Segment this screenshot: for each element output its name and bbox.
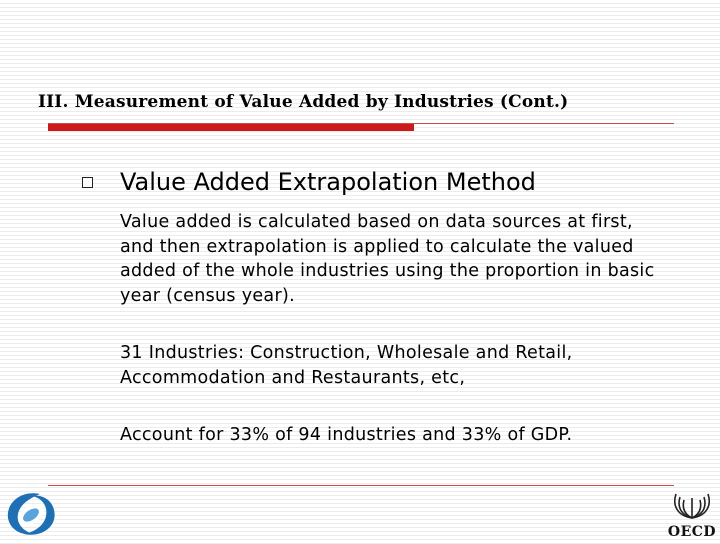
oecd-logo-text: OECD <box>667 524 717 540</box>
square-bullet-icon <box>82 177 93 188</box>
footer-rule <box>48 485 674 486</box>
body-paragraph-method: Value added is calculated based on data … <box>120 212 655 306</box>
title-underline <box>48 123 674 124</box>
section-heading: Value Added Extrapolation Method <box>120 168 536 196</box>
slide-title: III. Measurement of Value Added by Indus… <box>38 92 569 112</box>
statistics-agency-logo-icon <box>2 488 60 540</box>
body-paragraph-industries: 31 Industries: Construction, Wholesale a… <box>120 343 573 388</box>
title-accent-bar <box>48 124 414 131</box>
body-paragraph-share: Account for 33% of 94 industries and 33%… <box>120 425 573 445</box>
oecd-logo-icon: OECD <box>664 488 720 540</box>
